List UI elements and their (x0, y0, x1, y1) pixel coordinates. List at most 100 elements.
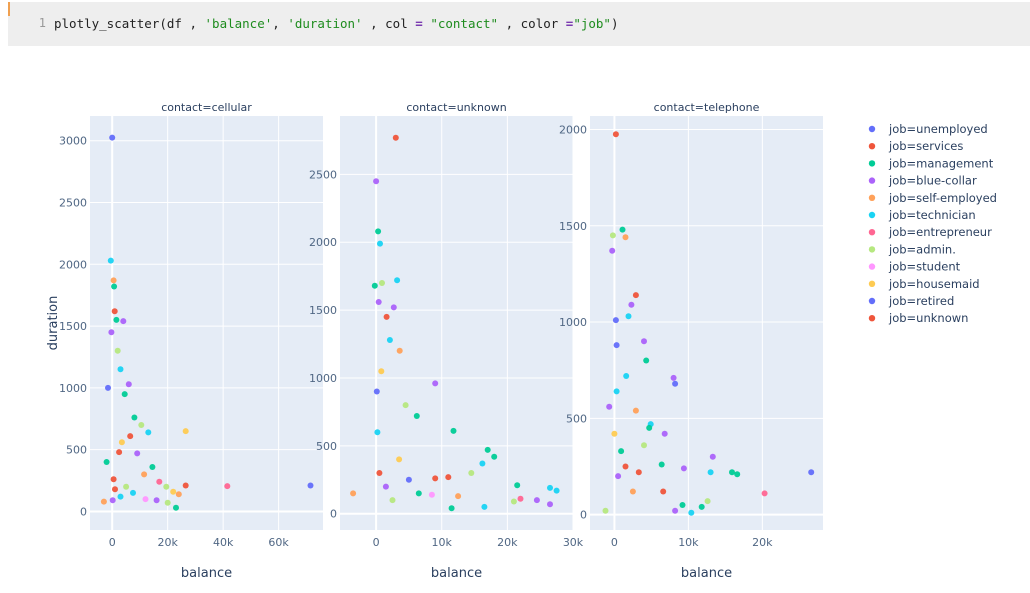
legend-item: job=housemaid (868, 277, 980, 291)
data-point (729, 469, 735, 476)
y-tick-label: 1500 (559, 220, 587, 233)
legend-marker (868, 229, 876, 236)
data-point (704, 498, 711, 505)
data-point (105, 384, 111, 391)
code-token: , (272, 16, 288, 31)
x-tick-label: 0 (109, 536, 116, 549)
legend: job=unemployed job=services job=management… (868, 122, 997, 325)
y-tick-label: 2500 (309, 168, 337, 181)
data-point (632, 407, 639, 414)
legend-item: job=management (868, 156, 994, 170)
data-point (484, 446, 491, 453)
data-point (375, 228, 382, 235)
code-token: 'balance' (204, 16, 273, 31)
data-point (396, 347, 403, 354)
data-point (661, 430, 668, 437)
data-point (432, 475, 439, 482)
facet-panel: 0 10k 20k 30k 0 500 1000 1500 2000 2500 contact=un… (309, 101, 584, 581)
data-point (376, 470, 383, 476)
data-point (116, 449, 123, 456)
legend-label: job=housemaid (888, 277, 980, 291)
y-tick-label: 1500 (309, 304, 337, 317)
y-tick-label: 1000 (59, 382, 87, 395)
y-tick-label: 1000 (559, 316, 587, 329)
data-point (125, 381, 132, 388)
data-point (615, 473, 622, 480)
data-point (658, 461, 665, 468)
legend-item: job=student (868, 260, 961, 274)
code-cell[interactable]: 1 plotly_scatter(df , 'balance', 'durati… (8, 2, 1030, 46)
y-tick-label: 3000 (59, 135, 87, 148)
legend-item: job=retired (868, 294, 954, 308)
data-point (623, 373, 630, 379)
data-point (635, 469, 642, 476)
legend-label: job=student (888, 260, 961, 274)
data-point (428, 491, 435, 498)
code-line[interactable]: plotly_scatter(df , 'balance', 'duration… (54, 16, 619, 31)
data-point (110, 476, 117, 483)
data-point (468, 470, 475, 476)
data-point (628, 301, 635, 308)
legend-marker (868, 194, 876, 201)
data-point (163, 483, 170, 490)
data-point (378, 368, 385, 375)
data-point (109, 497, 116, 504)
data-point (111, 283, 118, 290)
line-number: 1 (38, 16, 46, 30)
data-point (110, 277, 117, 284)
code-token: 'duration' (287, 16, 363, 31)
data-point (491, 453, 498, 460)
facet-panel: 0 10k 20k 0 500 1000 1500 2000 contact=telephone… (559, 101, 823, 581)
y-tick-label: 500 (66, 444, 87, 457)
legend-marker (868, 160, 876, 167)
data-point (612, 131, 619, 138)
data-point (379, 280, 385, 286)
x-tick-label: 60k (268, 536, 289, 549)
data-point (445, 474, 452, 481)
legend-item: job=technician (868, 208, 976, 222)
facet-title: contact=unknown (406, 101, 506, 114)
data-point (680, 465, 687, 472)
data-point (390, 304, 397, 311)
code-token: = (415, 16, 423, 31)
facet-title: contact=cellular (161, 101, 252, 114)
data-point (547, 484, 553, 491)
y-tick-label: 500 (316, 440, 337, 453)
data-point (602, 507, 609, 514)
x-tick-label: 0 (611, 536, 618, 549)
data-point (609, 232, 616, 239)
x-tick-label: 10k (678, 536, 699, 549)
data-point (112, 486, 118, 493)
data-point (450, 427, 457, 434)
data-point (609, 247, 616, 254)
data-point (173, 504, 179, 511)
data-point (113, 316, 120, 323)
y-tick-label: 0 (330, 508, 337, 521)
legend-item: job=services (868, 139, 963, 153)
data-point (618, 448, 625, 455)
facet-panel: 0 20k 40k 60k 0 500 1000 1500 2000 2500 3000 contac… (59, 101, 323, 581)
legend-label: job=admin. (888, 242, 956, 256)
x-tick-label: 40k (213, 536, 234, 549)
data-point (141, 471, 148, 478)
data-point (641, 338, 647, 345)
data-point (606, 403, 613, 410)
data-point (547, 501, 553, 508)
y-tick-label: 2000 (309, 236, 337, 249)
plot-area (340, 116, 573, 530)
legend-marker (868, 211, 876, 219)
code-token: , col (362, 16, 416, 31)
data-point (111, 308, 118, 315)
data-point (432, 380, 439, 387)
y-tick-label: 0 (80, 505, 87, 518)
data-point (121, 391, 128, 398)
data-point (679, 502, 686, 508)
data-point (646, 424, 653, 431)
x-tick-label: 0 (373, 536, 380, 549)
data-point (109, 134, 116, 141)
data-point (632, 292, 639, 299)
data-point (641, 442, 647, 449)
data-point (108, 329, 115, 336)
legend-label: job=retired (888, 294, 954, 308)
code-token: "contact" (430, 16, 499, 31)
